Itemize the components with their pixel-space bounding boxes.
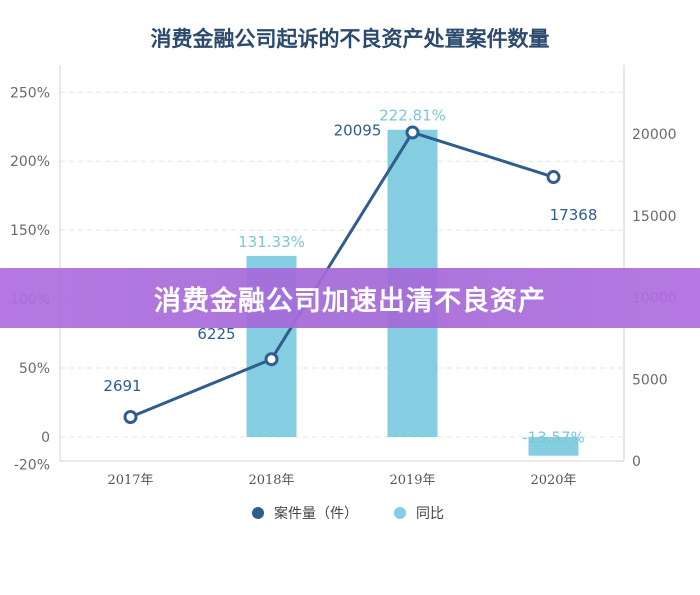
legend-swatch — [394, 507, 406, 519]
bar-data-label: 131.33% — [238, 233, 305, 251]
line-data-label: 17368 — [550, 206, 598, 224]
right-tick-label: 0 — [632, 454, 641, 470]
left-tick-label: 0 — [41, 430, 50, 446]
legend-label: 同比 — [416, 506, 444, 522]
legend-label: 案件量（件） — [274, 505, 358, 522]
left-tick-label: 250% — [10, 85, 50, 101]
line-data-label: 2691 — [103, 377, 141, 395]
line-point — [264, 352, 279, 367]
legend: 案件量（件） 同比 — [252, 505, 444, 522]
line-point — [546, 170, 561, 185]
legend-swatch — [252, 507, 264, 519]
headline-banner: 消费金融公司加速出清不良资产 — [0, 268, 700, 328]
line-point — [123, 410, 138, 425]
line-data-label: 20095 — [334, 121, 382, 139]
bar-data-label: -13.57% — [522, 429, 585, 447]
left-tick-label: 200% — [10, 154, 50, 170]
right-tick-label: 5000 — [632, 372, 668, 388]
bar-data-label: 222.81% — [379, 107, 446, 125]
line-series: 2691 6225 20095 17368 — [103, 121, 598, 425]
bar — [528, 437, 579, 456]
series-line — [129, 130, 554, 419]
line-data-label: 6225 — [197, 325, 235, 343]
gridlines — [60, 91, 624, 438]
x-tick-label: 2020年 — [530, 473, 576, 488]
right-tick-label: 15000 — [632, 209, 677, 225]
left-tick-label: 50% — [19, 361, 50, 377]
x-tick-label: 2019年 — [389, 473, 435, 488]
line-point — [405, 125, 420, 140]
x-tick-label: 2018年 — [248, 473, 294, 488]
x-tick-label: 2017年 — [107, 473, 153, 488]
banner-text: 消费金融公司加速出清不良资产 — [154, 285, 546, 317]
right-tick-label: 20000 — [632, 127, 677, 143]
left-tick-label: -20% — [14, 458, 50, 474]
left-tick-label: 150% — [10, 223, 50, 239]
chart-title: 消费金融公司起诉的不良资产处置案件数量 — [151, 27, 550, 51]
